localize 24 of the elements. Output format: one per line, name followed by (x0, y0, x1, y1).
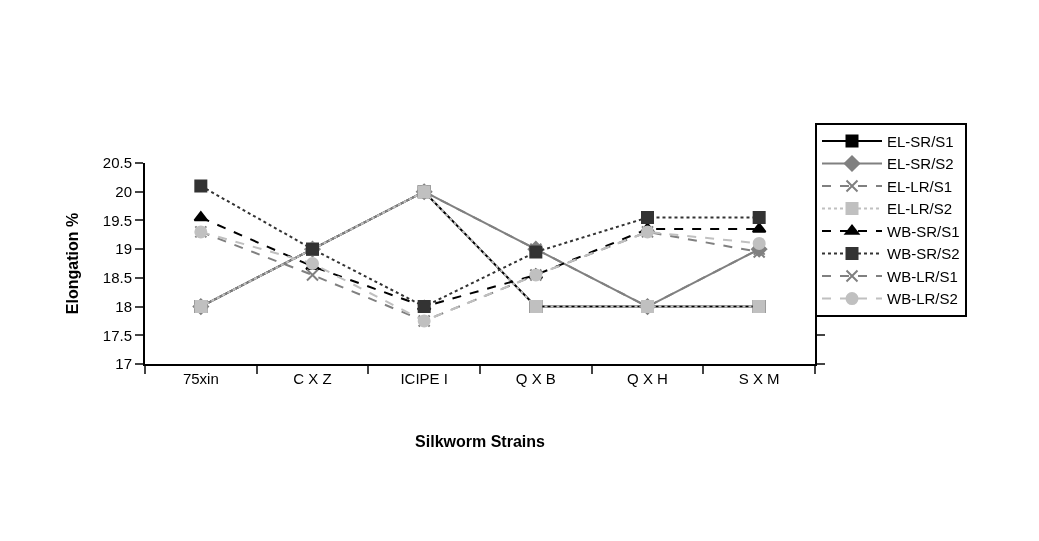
y-tick-label: 18 (115, 297, 132, 315)
x-tick-label: S X M (738, 370, 780, 387)
x-tick-label: C X Z (293, 370, 332, 387)
x-tick-label: ICIPE I (400, 370, 448, 387)
legend-label: EL-LR/S2 (887, 200, 953, 218)
legend-label: EL-SR/S1 (887, 132, 954, 150)
x-tick-label: Q X H (627, 370, 668, 387)
y-axis-title: Elongation % (64, 212, 82, 315)
x-tick-label: 75xin (182, 370, 219, 387)
legend-label: EL-SR/S2 (887, 155, 954, 173)
y-tick-label: 20 (115, 182, 132, 200)
y-tick-label: 19 (115, 240, 132, 258)
legend-label: WB-SR/S1 (887, 222, 960, 240)
legend-label: WB-LR/S2 (887, 290, 958, 308)
legend-label: WB-LR/S1 (887, 267, 958, 285)
y-tick-label: 17 (115, 355, 132, 373)
x-tick-label: Q X B (515, 370, 556, 387)
legend-label: EL-LR/S1 (887, 177, 953, 195)
y-tick-label: 19.5 (102, 211, 132, 229)
y-tick-label: 17.5 (102, 326, 132, 344)
y-tick-label: 18.5 (102, 269, 132, 287)
legend-label: WB-SR/S2 (887, 245, 960, 263)
x-axis-title: Silkworm Strains (415, 433, 546, 451)
y-tick-label: 20.5 (102, 154, 132, 172)
